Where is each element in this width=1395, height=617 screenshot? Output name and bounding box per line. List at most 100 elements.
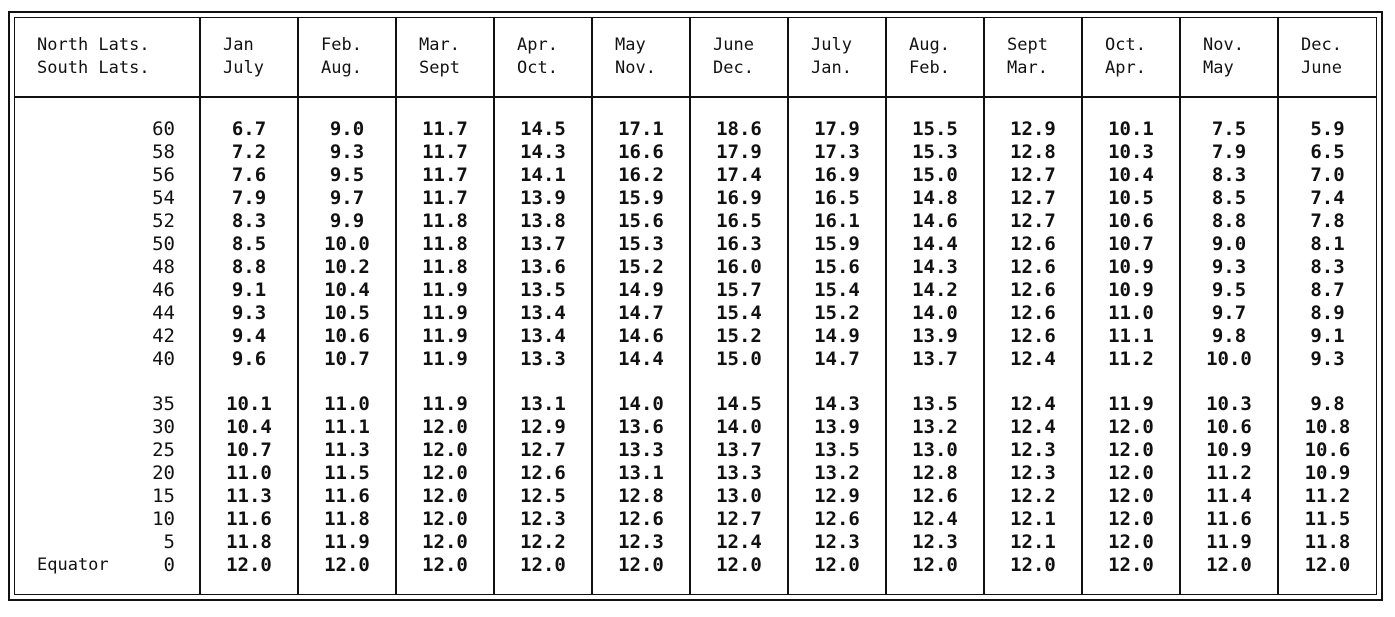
table-cell: 12.0 — [814, 554, 860, 576]
equator-label: Equator — [37, 555, 109, 575]
table-cell: 12.0 — [1108, 439, 1154, 461]
table-header: North Lats. South Lats. Jan July Feb. Aug. Mar… — [15, 18, 1376, 98]
table-cell: 10.7 — [1108, 233, 1154, 255]
table-cell: 16.5 — [814, 187, 860, 209]
table-cell: 9.0 — [329, 118, 365, 140]
month-column-12: 5.9 6.5 7.0 7.4 7.8 8.1 8.3 8.7 8.9 9.1 9.3 9.8 10.8… — [1277, 97, 1376, 594]
table-cell: 9.7 — [1211, 302, 1247, 324]
table-cell: 12.0 — [422, 485, 468, 507]
table-cell: 12.6 — [520, 462, 566, 484]
month-column-5: 17.1 16.6 16.2 15.9 15.6 15.3 15.2 14.9 14.7 14.6… — [591, 97, 690, 594]
table-cell: 11.8 — [226, 531, 272, 553]
table-cell: 12.0 — [1108, 462, 1154, 484]
table-cell: 13.5 — [912, 393, 958, 415]
table-cell: 16.3 — [716, 233, 762, 255]
table-cell: 15.6 — [618, 210, 664, 232]
table-cell: 11.0 — [226, 462, 272, 484]
table-cell: 11.0 — [1108, 302, 1154, 324]
table-cell: 13.9 — [912, 325, 958, 347]
header-north-label: Mar. — [419, 35, 460, 55]
table-cell: 12.6 — [1010, 233, 1056, 255]
table-cell: 9.3 — [1211, 256, 1247, 278]
table-cell: 12.6 — [1010, 279, 1056, 301]
month-column-7: 17.9 17.3 16.9 16.5 16.1 15.9 15.6 15.4 15.2 14.9… — [787, 97, 886, 594]
header-month-1: Jan July — [199, 18, 298, 98]
table-cell: 14.4 — [912, 233, 958, 255]
table-cell: 10.8 — [1304, 416, 1351, 438]
header-north-label: Apr. — [517, 35, 558, 55]
table-cell: 10.6 — [1304, 439, 1351, 461]
header-north-label: July — [811, 35, 852, 55]
table-cell: 11.1 — [324, 416, 370, 438]
table-cell: 12.0 — [1108, 485, 1154, 507]
table-cell: 12.7 — [1010, 187, 1056, 209]
latitude-value: 42 — [152, 325, 175, 347]
table-cell: 13.0 — [716, 485, 762, 507]
table-cell: 11.9 — [422, 348, 468, 370]
table-cell: 11.9 — [422, 325, 468, 347]
header-north-label: Sept — [1007, 35, 1048, 55]
table-cell: 15.4 — [716, 302, 762, 324]
table-cell: 11.9 — [324, 531, 370, 553]
table-cell: 16.6 — [618, 141, 664, 163]
table-cell: 11.9 — [422, 279, 468, 301]
table-cell: 10.4 — [1108, 164, 1154, 186]
table-cell: 9.8 — [1211, 325, 1247, 347]
header-north-label: Feb. — [321, 35, 362, 55]
table-cell: 12.3 — [618, 531, 664, 553]
group-spacer — [691, 371, 787, 393]
table-cell: 12.2 — [520, 531, 566, 553]
header-month-11: Nov. May — [1179, 18, 1278, 98]
group-spacer — [299, 371, 395, 393]
table-cell: 16.9 — [814, 164, 860, 186]
table-cell: 7.5 — [1211, 118, 1247, 140]
table-cell: 12.8 — [618, 485, 664, 507]
table-cell: 17.3 — [814, 141, 860, 163]
table-cell: 10.3 — [1206, 393, 1252, 415]
table-cell: 12.9 — [520, 416, 566, 438]
table-cell: 10.9 — [1108, 279, 1154, 301]
table-cell: 5.9 — [1310, 118, 1345, 140]
table-cell: 17.4 — [716, 164, 762, 186]
table-cell: 8.9 — [1310, 302, 1345, 324]
table-cell: 7.9 — [1211, 141, 1247, 163]
table-cell: 16.0 — [716, 256, 762, 278]
body-row: 60 58 56 54 52 50 48 46 44 42 40 35 30 25 20 15 10 5 0 Equa… — [15, 97, 1376, 594]
table-cell: 12.4 — [1010, 393, 1056, 415]
latitude-value: 46 — [152, 279, 175, 301]
table-cell: 11.6 — [324, 485, 370, 507]
table-frame: North Lats. South Lats. Jan July Feb. Aug. Mar… — [8, 11, 1383, 601]
header-month-12: Dec. June — [1277, 18, 1376, 98]
header-south-label: Apr. — [1105, 58, 1146, 78]
month-column-11: 7.5 7.9 8.3 8.5 8.8 9.0 9.3 9.5 9.7 9.8 10.0 10.3 10… — [1179, 97, 1278, 594]
table-cell: 13.9 — [520, 187, 566, 209]
table-cell: 9.1 — [231, 279, 267, 301]
table-cell: 16.9 — [716, 187, 762, 209]
table-cell: 13.2 — [912, 416, 958, 438]
header-south-label: Sept — [419, 58, 460, 78]
table-cell: 10.3 — [1108, 141, 1154, 163]
table-cell: 16.1 — [814, 210, 860, 232]
table-cell: 12.0 — [422, 462, 468, 484]
latitude-value: 52 — [152, 210, 175, 232]
table-cell: 9.5 — [329, 164, 365, 186]
header-month-9: Sept Mar. — [983, 18, 1082, 98]
table-cell: 12.0 — [1304, 554, 1351, 576]
month-column-4: 14.5 14.3 14.1 13.9 13.8 13.7 13.6 13.5 13.4 13.4… — [493, 97, 592, 594]
header-south-label: Nov. — [615, 58, 656, 78]
group-spacer — [201, 371, 297, 393]
table-cell: 13.4 — [520, 302, 566, 324]
table-cell: 12.3 — [1010, 462, 1056, 484]
table-cell: 12.0 — [912, 554, 958, 576]
table-cell: 13.3 — [618, 439, 664, 461]
table-cell: 8.8 — [231, 256, 267, 278]
table-cell: 15.4 — [814, 279, 860, 301]
table-cell: 15.7 — [716, 279, 762, 301]
table-cell: 15.9 — [618, 187, 664, 209]
table-cell: 14.0 — [912, 302, 958, 324]
table-cell: 12.5 — [520, 485, 566, 507]
header-south-label: Dec. — [713, 58, 754, 78]
table-cell: 12.6 — [1010, 256, 1056, 278]
table-cell: 10.1 — [226, 393, 272, 415]
header-south-label: Mar. — [1007, 58, 1048, 78]
